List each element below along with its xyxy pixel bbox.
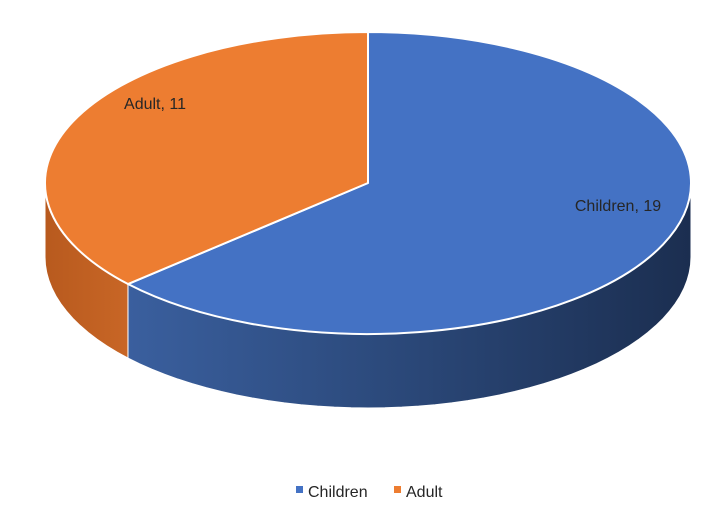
legend-item-children: Children <box>296 484 368 501</box>
data-label-children: Children, 19 <box>575 198 661 215</box>
legend-swatch-children <box>296 486 303 493</box>
pie-slice-children <box>126 31 692 335</box>
pie-slice-adult <box>43 31 369 286</box>
data-labels: Children, 19 Adult, 11 <box>124 96 661 215</box>
legend-swatch-adult <box>394 486 401 493</box>
legend-label-adult: Adult <box>406 484 443 501</box>
legend-label-children: Children <box>308 484 368 501</box>
pie-tops <box>43 31 692 335</box>
data-label-adult: Adult, 11 <box>124 96 186 113</box>
legend-item-adult: Adult <box>394 484 443 501</box>
legend: Children Adult <box>296 484 443 501</box>
